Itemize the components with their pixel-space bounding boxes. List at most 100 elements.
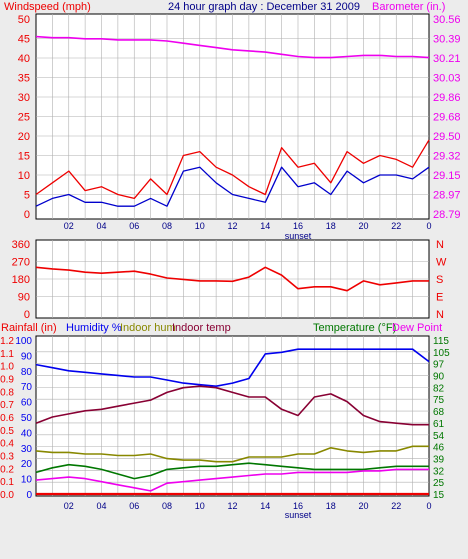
wind-tick-4: 20 — [18, 131, 30, 143]
compass-tick-1: E — [436, 292, 443, 304]
rain-tick-11: 1.1 — [0, 349, 14, 360]
wind-x-tick-2: 06 — [129, 221, 139, 231]
rain-tick-3: 0.3 — [0, 452, 14, 463]
wind-tick-10: 50 — [18, 14, 30, 26]
wind-tick-7: 35 — [18, 73, 30, 85]
temp-x-tick-2: 06 — [129, 501, 139, 511]
hum-tick-1: 10 — [21, 475, 33, 486]
baro-tick-3: 29.32 — [433, 151, 461, 163]
rain-tick-4: 0.4 — [0, 439, 14, 450]
wind-tick-9: 45 — [18, 34, 30, 46]
series-baro — [35, 35, 430, 59]
temp-x-tick-5: 12 — [227, 501, 237, 511]
wind-x-tick-9: 20 — [358, 221, 368, 231]
baro-tick-7: 30.03 — [433, 73, 461, 85]
temp-x-tick-9: 20 — [358, 501, 368, 511]
temperature-axis-label: Temperature (°F) — [313, 322, 396, 334]
baro-tick-10: 30.56 — [433, 14, 461, 26]
rain-tick-9: 0.9 — [0, 375, 14, 386]
chart-marks: 0 5 10 15 20 25 30 35 40 45 50 28.79 28.97 29.15 29.32… — [0, 14, 461, 511]
temp-tick-2: 32 — [433, 466, 445, 477]
temp-tick-0: 15 — [433, 490, 445, 501]
hum-tick-3: 30 — [21, 444, 33, 455]
wind-tick-3: 15 — [18, 151, 30, 163]
wind-tick-2: 10 — [18, 170, 30, 182]
temp-tick-10: 90 — [433, 372, 445, 383]
hum-tick-5: 50 — [21, 413, 33, 424]
temp-x-tick-6: 14 — [260, 501, 270, 511]
rain-tick-2: 0.2 — [0, 464, 14, 475]
humidity-axis-label: Humidity % — [66, 322, 122, 334]
dewpoint-axis-label: Dew Point — [392, 322, 442, 334]
temp-tick-11: 97 — [433, 360, 445, 371]
wind-x-tick-3: 08 — [162, 221, 172, 231]
temp-x-tick-10: 22 — [391, 501, 401, 511]
baro-tick-6: 29.86 — [433, 92, 461, 104]
series-temp — [35, 462, 429, 480]
compass-tick-0: N — [436, 309, 444, 321]
rain-tick-6: 0.6 — [0, 413, 14, 424]
series-gust_avg — [35, 166, 430, 207]
rain-tick-5: 0.5 — [0, 426, 14, 437]
wind-tick-1: 5 — [24, 190, 30, 202]
wind-tick-5: 25 — [18, 112, 30, 124]
series-humidity — [35, 348, 430, 388]
temp-tick-9: 82 — [433, 383, 445, 394]
temp-x-tick-0: 02 — [64, 501, 74, 511]
graph-title: 24 hour graph day : December 31 2009 — [168, 1, 360, 13]
hum-tick-10: 100 — [15, 336, 32, 347]
compass-tick-2: S — [436, 274, 443, 286]
temp-x-tick-3: 08 — [162, 501, 172, 511]
temp-tick-12: 105 — [433, 348, 450, 359]
temp-x-tick-7: 16 — [293, 501, 303, 511]
dir-tick-4: 360 — [12, 239, 30, 251]
baro-tick-4: 29.50 — [433, 131, 461, 143]
hum-tick-6: 60 — [21, 398, 33, 409]
indoor-temp-label: Indoor temp — [172, 322, 231, 334]
series-dew — [35, 468, 429, 492]
series-wind — [35, 139, 430, 200]
dir-tick-0: 0 — [24, 309, 30, 321]
temp-tick-7: 68 — [433, 407, 445, 418]
temp-tick-1: 25 — [433, 478, 445, 489]
wind-tick-0: 0 — [24, 209, 30, 221]
baro-tick-8: 30.21 — [433, 53, 461, 65]
hum-tick-2: 20 — [21, 459, 33, 470]
wind-x-tick-1: 04 — [96, 221, 106, 231]
barometer-axis-label: Barometer (in.) — [372, 1, 445, 13]
temp-tick-5: 54 — [433, 431, 445, 442]
rain-tick-12: 1.2 — [0, 336, 14, 347]
temp-x-tick-4: 10 — [195, 501, 205, 511]
rain-tick-7: 0.7 — [0, 400, 14, 411]
rain-tick-10: 1.0 — [0, 362, 14, 373]
temp-tick-6: 61 — [433, 419, 445, 430]
hum-tick-4: 40 — [21, 428, 33, 439]
sunset-note: sunset — [285, 231, 312, 241]
dir-tick-2: 180 — [12, 274, 30, 286]
windspeed-axis-label: Windspeed (mph) — [4, 1, 91, 13]
series-indoor_temp — [35, 385, 429, 426]
compass-tick-4: N — [436, 239, 444, 251]
wind-x-tick-6: 14 — [260, 221, 270, 231]
wind-x-tick-4: 10 — [195, 221, 205, 231]
hum-tick-8: 80 — [21, 367, 33, 378]
wind-x-tick-11: 0 — [426, 221, 431, 231]
wind-x-tick-7: 16 — [293, 221, 303, 231]
temp-x-tick-8: 18 — [326, 501, 336, 511]
rainfall-axis-label: Rainfall (in) — [1, 322, 57, 334]
series-dir — [35, 266, 429, 292]
baro-tick-5: 29.68 — [433, 112, 461, 124]
dir-tick-1: 90 — [18, 292, 30, 304]
rain-tick-1: 0.1 — [0, 477, 14, 488]
rain-tick-0: 0.0 — [0, 490, 14, 501]
series-indoor_hum — [35, 445, 429, 463]
temp-x-tick-11: 0 — [426, 501, 431, 511]
baro-tick-2: 29.15 — [433, 170, 461, 182]
hum-tick-7: 70 — [21, 382, 33, 393]
compass-tick-3: W — [436, 257, 447, 269]
dir-tick-3: 270 — [12, 257, 30, 269]
temp-tick-13: 115 — [433, 336, 449, 347]
indoor-hum-label: Indoor hum — [120, 322, 176, 334]
wind-x-tick-8: 18 — [326, 221, 336, 231]
